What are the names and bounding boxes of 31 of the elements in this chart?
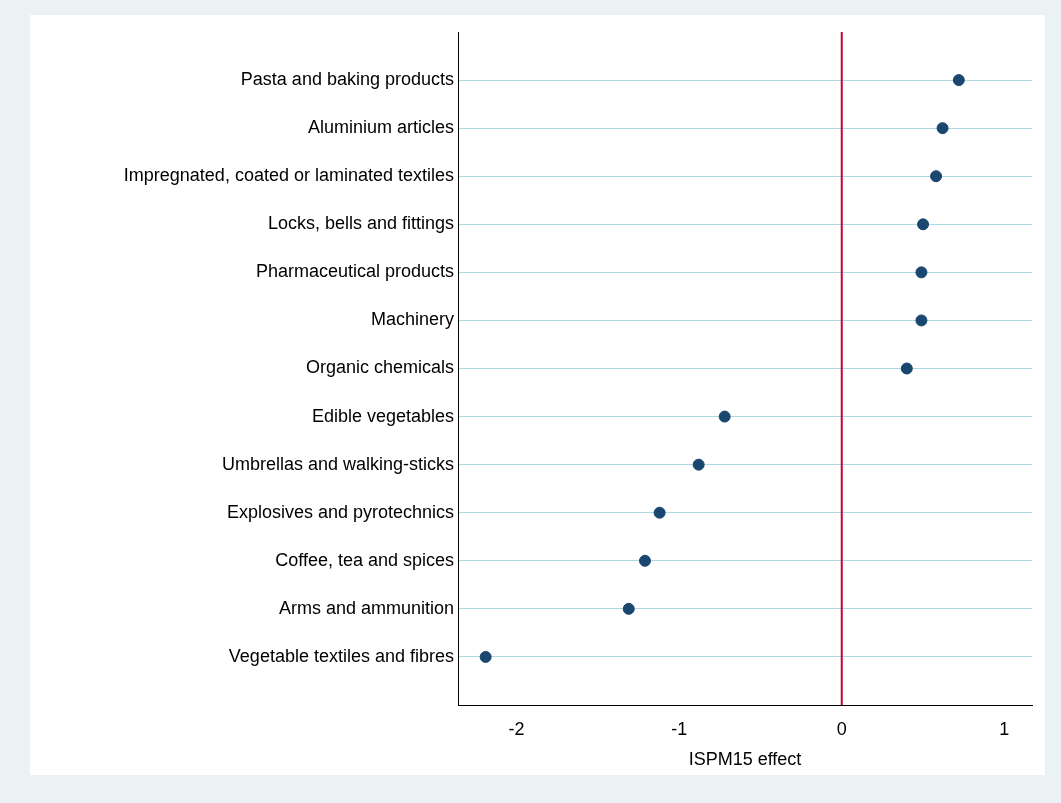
- point: [915, 314, 928, 327]
- x-tick-label: 0: [836, 718, 847, 739]
- y-tick-label: Pasta and baking products: [240, 69, 454, 90]
- y-tick-label: Vegetable textiles and fibres: [228, 645, 454, 666]
- x-tick-label: 1: [999, 718, 1010, 739]
- point: [622, 602, 635, 615]
- point: [930, 170, 943, 183]
- y-tick-label: Explosives and pyrotechnics: [226, 501, 454, 522]
- point: [653, 506, 666, 519]
- y-tick-label: Umbrellas and walking-sticks: [221, 453, 454, 474]
- point: [915, 266, 928, 279]
- y-tick-label: Machinery: [370, 309, 454, 330]
- y-tick-label: Aluminium articles: [307, 117, 454, 138]
- point: [718, 410, 731, 423]
- point: [479, 650, 492, 663]
- point: [936, 122, 949, 135]
- y-tick-label: Organic chemicals: [305, 357, 454, 378]
- x-tick-label: -2: [508, 718, 525, 739]
- y-tick-label: Locks, bells and fittings: [267, 213, 454, 234]
- y-tick-label: Coffee, tea and spices: [275, 549, 454, 570]
- point: [917, 218, 930, 231]
- y-tick-label: Arms and ammunition: [278, 597, 454, 618]
- point: [900, 362, 913, 375]
- point: [692, 458, 705, 471]
- y-tick-label: Impregnated, coated or laminated textiles: [123, 165, 454, 186]
- y-tick-label: Pharmaceutical products: [255, 261, 454, 282]
- x-tick-label: -1: [671, 718, 688, 739]
- point: [639, 554, 651, 567]
- y-tick-label: Edible vegetables: [311, 405, 454, 426]
- x-axis-title: ISPM15 effect: [688, 749, 802, 770]
- point: [952, 74, 965, 87]
